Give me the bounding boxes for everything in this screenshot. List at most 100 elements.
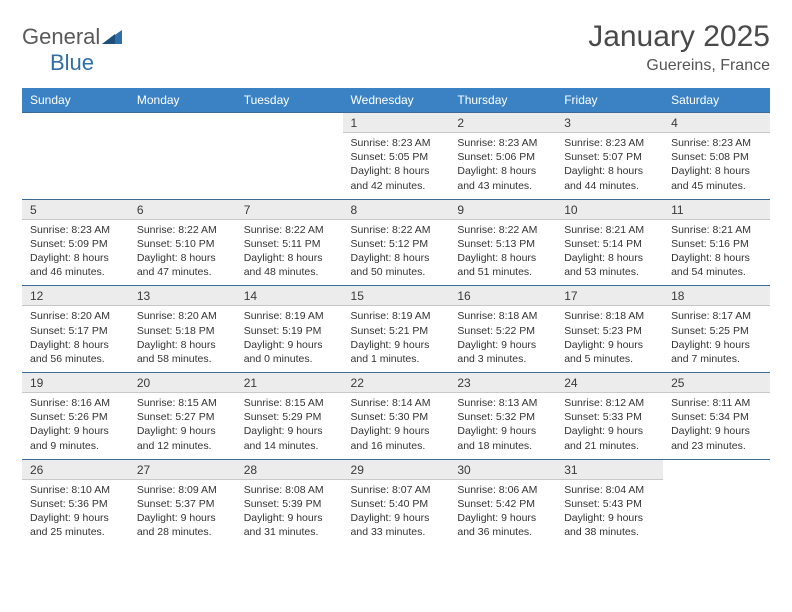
day-number-cell: 23 — [449, 373, 556, 393]
day-number-cell — [129, 113, 236, 133]
sunrise-line: Sunrise: 8:22 AM — [244, 223, 335, 237]
day-info-cell: Sunrise: 8:16 AMSunset: 5:26 PMDaylight:… — [22, 393, 129, 460]
day-number-cell: 8 — [343, 199, 450, 219]
sunset-line: Sunset: 5:26 PM — [30, 410, 121, 424]
daylight-line: Daylight: 8 hours and 50 minutes. — [351, 251, 442, 279]
sunrise-line: Sunrise: 8:11 AM — [671, 396, 762, 410]
day-number-cell: 25 — [663, 373, 770, 393]
day-number-cell: 30 — [449, 459, 556, 479]
daylight-line: Daylight: 8 hours and 58 minutes. — [137, 338, 228, 366]
day-number-cell: 1 — [343, 113, 450, 133]
daylight-line: Daylight: 8 hours and 47 minutes. — [137, 251, 228, 279]
sunrise-line: Sunrise: 8:21 AM — [671, 223, 762, 237]
day-info-cell: Sunrise: 8:04 AMSunset: 5:43 PMDaylight:… — [556, 479, 663, 545]
daylight-line: Daylight: 9 hours and 9 minutes. — [30, 424, 121, 452]
sunrise-line: Sunrise: 8:15 AM — [244, 396, 335, 410]
day-info-cell: Sunrise: 8:20 AMSunset: 5:18 PMDaylight:… — [129, 306, 236, 373]
day-number-cell — [236, 113, 343, 133]
daylight-line: Daylight: 9 hours and 38 minutes. — [564, 511, 655, 539]
daylight-line: Daylight: 9 hours and 14 minutes. — [244, 424, 335, 452]
sunrise-line: Sunrise: 8:09 AM — [137, 483, 228, 497]
daylight-line: Daylight: 9 hours and 25 minutes. — [30, 511, 121, 539]
day-info-cell: Sunrise: 8:13 AMSunset: 5:32 PMDaylight:… — [449, 393, 556, 460]
day-info-cell: Sunrise: 8:09 AMSunset: 5:37 PMDaylight:… — [129, 479, 236, 545]
day-number-cell: 11 — [663, 199, 770, 219]
sunset-line: Sunset: 5:25 PM — [671, 324, 762, 338]
daylight-line: Daylight: 9 hours and 16 minutes. — [351, 424, 442, 452]
weekday-header: Sunday — [22, 88, 129, 113]
day-number-cell: 14 — [236, 286, 343, 306]
day-info-cell: Sunrise: 8:23 AMSunset: 5:06 PMDaylight:… — [449, 133, 556, 200]
day-number-cell — [22, 113, 129, 133]
day-number-cell: 7 — [236, 199, 343, 219]
location-label: Guereins, France — [588, 57, 770, 75]
sunrise-line: Sunrise: 8:19 AM — [351, 309, 442, 323]
sunrise-line: Sunrise: 8:06 AM — [457, 483, 548, 497]
day-info-cell: Sunrise: 8:17 AMSunset: 5:25 PMDaylight:… — [663, 306, 770, 373]
sunset-line: Sunset: 5:09 PM — [30, 237, 121, 251]
day-info-row: Sunrise: 8:10 AMSunset: 5:36 PMDaylight:… — [22, 479, 770, 545]
sunrise-line: Sunrise: 8:07 AM — [351, 483, 442, 497]
day-number-cell: 3 — [556, 113, 663, 133]
sunset-line: Sunset: 5:12 PM — [351, 237, 442, 251]
sunrise-line: Sunrise: 8:13 AM — [457, 396, 548, 410]
day-info-cell: Sunrise: 8:11 AMSunset: 5:34 PMDaylight:… — [663, 393, 770, 460]
day-number-cell: 26 — [22, 459, 129, 479]
weekday-header-row: SundayMondayTuesdayWednesdayThursdayFrid… — [22, 88, 770, 113]
daylight-line: Daylight: 8 hours and 42 minutes. — [351, 164, 442, 192]
weekday-header: Thursday — [449, 88, 556, 113]
day-info-cell: Sunrise: 8:20 AMSunset: 5:17 PMDaylight:… — [22, 306, 129, 373]
day-info-cell: Sunrise: 8:06 AMSunset: 5:42 PMDaylight:… — [449, 479, 556, 545]
day-number-cell: 24 — [556, 373, 663, 393]
sunset-line: Sunset: 5:40 PM — [351, 497, 442, 511]
sunset-line: Sunset: 5:22 PM — [457, 324, 548, 338]
day-info-cell: Sunrise: 8:21 AMSunset: 5:16 PMDaylight:… — [663, 219, 770, 286]
sunrise-line: Sunrise: 8:21 AM — [564, 223, 655, 237]
day-number-cell: 4 — [663, 113, 770, 133]
daylight-line: Daylight: 8 hours and 44 minutes. — [564, 164, 655, 192]
sunrise-line: Sunrise: 8:23 AM — [671, 136, 762, 150]
brand-part2: Blue — [50, 50, 94, 75]
day-number-cell: 6 — [129, 199, 236, 219]
sunset-line: Sunset: 5:29 PM — [244, 410, 335, 424]
day-number-cell: 9 — [449, 199, 556, 219]
sunset-line: Sunset: 5:07 PM — [564, 150, 655, 164]
sunrise-line: Sunrise: 8:15 AM — [137, 396, 228, 410]
sunset-line: Sunset: 5:30 PM — [351, 410, 442, 424]
daynum-row: 12131415161718 — [22, 286, 770, 306]
day-number-cell — [663, 459, 770, 479]
sunset-line: Sunset: 5:34 PM — [671, 410, 762, 424]
day-info-cell: Sunrise: 8:14 AMSunset: 5:30 PMDaylight:… — [343, 393, 450, 460]
title-block: January 2025 Guereins, France — [588, 20, 770, 75]
sunset-line: Sunset: 5:16 PM — [671, 237, 762, 251]
daylight-line: Daylight: 9 hours and 28 minutes. — [137, 511, 228, 539]
daynum-row: 19202122232425 — [22, 373, 770, 393]
day-info-cell: Sunrise: 8:10 AMSunset: 5:36 PMDaylight:… — [22, 479, 129, 545]
day-number-cell: 13 — [129, 286, 236, 306]
day-info-cell: Sunrise: 8:22 AMSunset: 5:12 PMDaylight:… — [343, 219, 450, 286]
day-number-cell: 27 — [129, 459, 236, 479]
daylight-line: Daylight: 9 hours and 21 minutes. — [564, 424, 655, 452]
sunset-line: Sunset: 5:42 PM — [457, 497, 548, 511]
weekday-header: Wednesday — [343, 88, 450, 113]
sunrise-line: Sunrise: 8:23 AM — [351, 136, 442, 150]
daylight-line: Daylight: 9 hours and 0 minutes. — [244, 338, 335, 366]
weekday-header: Saturday — [663, 88, 770, 113]
day-info-cell: Sunrise: 8:08 AMSunset: 5:39 PMDaylight:… — [236, 479, 343, 545]
sunset-line: Sunset: 5:13 PM — [457, 237, 548, 251]
sunrise-line: Sunrise: 8:12 AM — [564, 396, 655, 410]
day-info-row: Sunrise: 8:23 AMSunset: 5:09 PM Daylight:… — [22, 219, 770, 286]
day-number-cell: 2 — [449, 113, 556, 133]
sunrise-line: Sunrise: 8:14 AM — [351, 396, 442, 410]
sunrise-line: Sunrise: 8:23 AM — [457, 136, 548, 150]
sunrise-line: Sunrise: 8:23 AM — [564, 136, 655, 150]
daynum-row: 262728293031 — [22, 459, 770, 479]
sunrise-line: Sunrise: 8:23 AM — [30, 223, 121, 237]
day-info-cell — [663, 479, 770, 545]
sunset-line: Sunset: 5:36 PM — [30, 497, 121, 511]
daylight-line: Daylight: 8 hours and 45 minutes. — [671, 164, 762, 192]
weekday-header: Friday — [556, 88, 663, 113]
brand-triangle-icon — [102, 24, 122, 50]
day-info-cell: Sunrise: 8:19 AMSunset: 5:19 PMDaylight:… — [236, 306, 343, 373]
brand-part1: General — [22, 24, 100, 49]
